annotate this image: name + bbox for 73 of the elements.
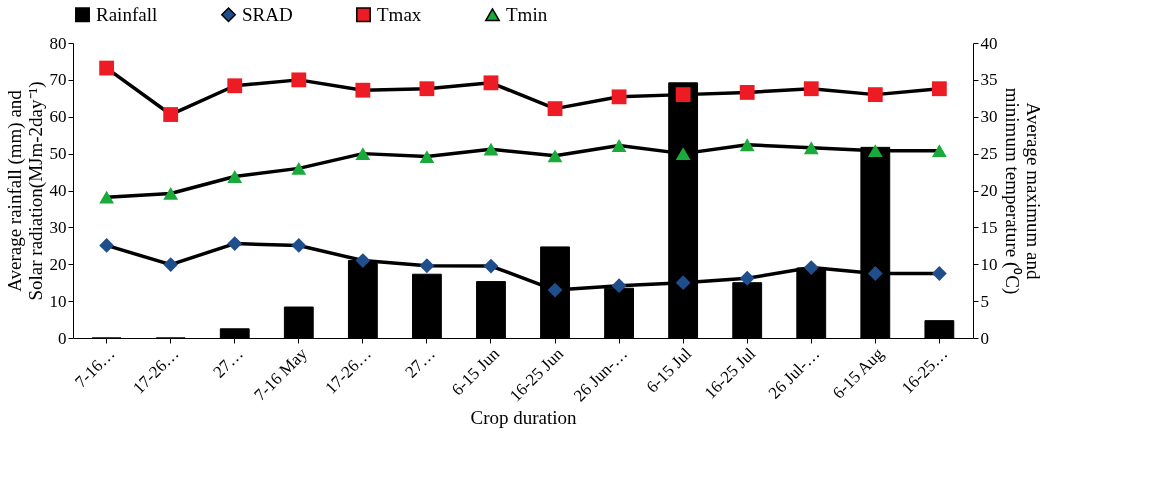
y-tick-label: 40 bbox=[49, 181, 67, 200]
y2-tick-label: 25 bbox=[980, 144, 998, 164]
legend-label: SRAD bbox=[242, 3, 293, 25]
y-tick-label: 70 bbox=[49, 70, 67, 90]
y-tick-label: 80 bbox=[49, 33, 67, 53]
point bbox=[355, 147, 371, 161]
point bbox=[419, 258, 435, 274]
point bbox=[483, 142, 499, 156]
point bbox=[803, 141, 819, 155]
point bbox=[291, 161, 307, 175]
y2-tick-label: 35 bbox=[980, 70, 998, 90]
point bbox=[547, 101, 563, 117]
point bbox=[803, 260, 819, 275]
point bbox=[483, 258, 499, 274]
point bbox=[547, 282, 563, 298]
point bbox=[675, 275, 691, 291]
y2-tick-label: 10 bbox=[980, 254, 998, 274]
point bbox=[931, 266, 947, 281]
point bbox=[99, 238, 115, 253]
y-tick-label: 20 bbox=[49, 254, 67, 274]
y2-tick-label: 40 bbox=[980, 33, 998, 53]
point bbox=[163, 257, 179, 273]
x-tick-label: 6-15 Jul bbox=[642, 343, 696, 397]
y2-tick-label: 5 bbox=[980, 291, 989, 311]
point bbox=[99, 60, 115, 76]
point bbox=[867, 144, 883, 158]
point bbox=[739, 85, 755, 100]
x-tick-label: 7-16 May bbox=[250, 343, 312, 405]
point bbox=[163, 107, 179, 122]
x-tick-label: 6-15 Jun bbox=[447, 343, 504, 400]
point bbox=[227, 236, 243, 252]
y2-tick-label: 15 bbox=[980, 217, 998, 237]
point bbox=[99, 190, 115, 204]
point bbox=[867, 266, 883, 281]
point bbox=[931, 144, 947, 158]
point bbox=[739, 270, 755, 286]
point bbox=[419, 150, 435, 163]
point bbox=[611, 278, 627, 294]
point bbox=[611, 89, 627, 105]
y2-tick-label: 0 bbox=[980, 328, 989, 348]
x-tick-label: 27… bbox=[401, 344, 439, 382]
legend-label: Rainfall bbox=[96, 3, 158, 25]
point bbox=[291, 72, 307, 88]
point bbox=[227, 78, 243, 94]
point bbox=[291, 238, 307, 253]
point bbox=[803, 81, 819, 97]
point bbox=[931, 81, 947, 97]
point bbox=[163, 187, 179, 200]
point bbox=[355, 253, 371, 268]
y2-axis-title: Average maximum and minimum temperature (⁰C) bbox=[1000, 87, 1044, 295]
y-tick-label: 0 bbox=[58, 328, 67, 348]
point bbox=[483, 75, 499, 91]
point bbox=[547, 149, 563, 163]
y-tick-label: 30 bbox=[49, 217, 67, 237]
point bbox=[611, 139, 627, 152]
y-axis-title: Average rainfall (mm) and Solar radiation(MJm-2day⁻¹) bbox=[3, 81, 47, 301]
y2-tick-label: 20 bbox=[980, 181, 998, 200]
x-axis-title: Crop duration bbox=[470, 406, 578, 428]
point bbox=[419, 81, 435, 97]
x-tick-label: 6-15 Aug bbox=[828, 343, 888, 403]
point bbox=[675, 147, 691, 161]
y-tick-label: 50 bbox=[49, 144, 67, 164]
y-tick-label: 10 bbox=[49, 291, 67, 311]
legend-label: Tmin bbox=[506, 3, 548, 25]
y-tick-label: 60 bbox=[49, 107, 67, 127]
x-tick-label: 27… bbox=[209, 344, 247, 382]
point bbox=[739, 138, 755, 152]
y2-tick-label: 30 bbox=[980, 107, 998, 127]
point bbox=[675, 87, 691, 103]
point bbox=[355, 82, 371, 98]
legend-label: Tmax bbox=[377, 3, 422, 25]
point bbox=[867, 87, 883, 103]
point bbox=[227, 170, 243, 183]
